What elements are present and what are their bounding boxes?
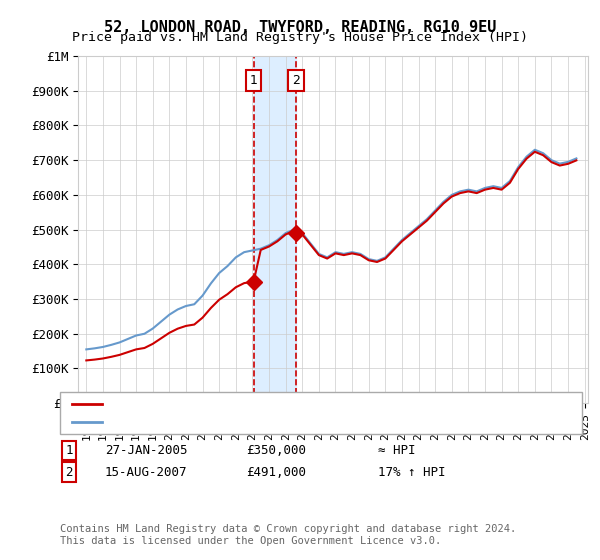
Text: ≈ HPI: ≈ HPI: [378, 444, 415, 458]
Text: 15-AUG-2007: 15-AUG-2007: [105, 465, 187, 479]
Text: 52, LONDON ROAD, TWYFORD, READING, RG10 9EU: 52, LONDON ROAD, TWYFORD, READING, RG10 …: [104, 20, 496, 35]
Text: Price paid vs. HM Land Registry's House Price Index (HPI): Price paid vs. HM Land Registry's House …: [72, 31, 528, 44]
Text: 1: 1: [250, 74, 257, 87]
Text: 52, LONDON ROAD, TWYFORD, READING, RG10 9EU (detached house): 52, LONDON ROAD, TWYFORD, READING, RG10 …: [114, 397, 542, 410]
Text: 1: 1: [65, 444, 73, 458]
Bar: [254, 56, 296, 403]
Text: 2: 2: [292, 74, 300, 87]
Text: 27-JAN-2005: 27-JAN-2005: [105, 444, 187, 458]
Text: 2: 2: [65, 465, 73, 479]
Text: 17% ↑ HPI: 17% ↑ HPI: [378, 465, 445, 479]
Text: HPI: Average price, detached house, Wokingham: HPI: Average price, detached house, Woki…: [114, 416, 434, 429]
Text: £350,000: £350,000: [246, 444, 306, 458]
Text: £491,000: £491,000: [246, 465, 306, 479]
Text: Contains HM Land Registry data © Crown copyright and database right 2024.
This d: Contains HM Land Registry data © Crown c…: [60, 524, 516, 546]
